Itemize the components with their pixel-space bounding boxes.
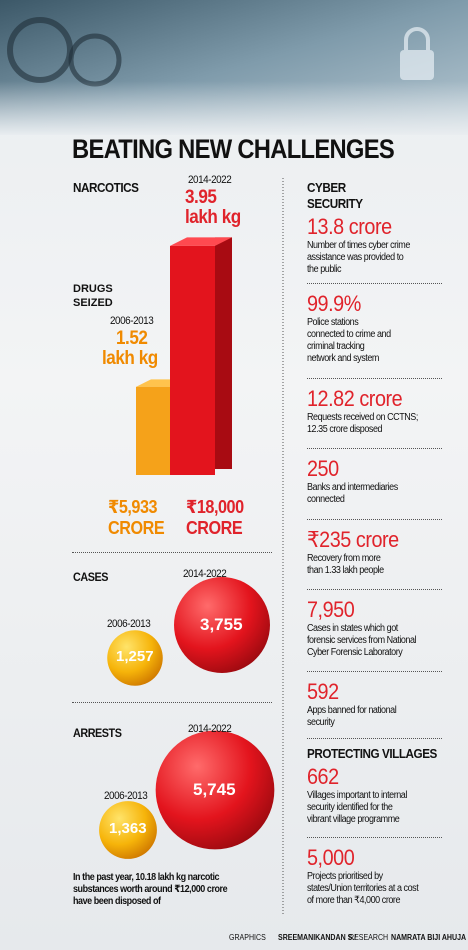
description: Requests received on CCTNS;	[307, 412, 418, 423]
description: Number of times cyber crime	[307, 240, 410, 251]
description: Banks and intermediaries	[307, 482, 398, 493]
period: 2014-2022	[188, 173, 232, 186]
bubble-label: 3,755	[200, 615, 243, 634]
figure: ₹235 crore	[307, 527, 399, 552]
separator	[72, 702, 272, 703]
bubble	[99, 801, 157, 859]
description: states/Union territories at a cost	[307, 883, 419, 894]
description: 12.35 crore disposed	[307, 424, 383, 435]
bubble	[174, 577, 270, 673]
figure: 5,000	[307, 845, 355, 870]
description: connected	[307, 494, 345, 505]
figure: 662	[307, 764, 339, 789]
credit: NAMRATA BIJI AHUJA	[391, 933, 467, 942]
description: security identified for the	[307, 802, 393, 813]
bar-top	[170, 237, 232, 246]
bubble-label: 5,745	[193, 780, 236, 799]
separator	[72, 552, 272, 553]
description: of more than ₹4,000 crore	[307, 895, 401, 906]
description: Police stations	[307, 317, 359, 328]
value-label: 3.95	[185, 186, 217, 208]
worth: ₹18,000	[186, 497, 244, 517]
bar	[136, 386, 170, 475]
description: connected to crime and	[307, 329, 391, 340]
credit: RESEARCH	[349, 933, 389, 942]
description: criminal tracking	[307, 341, 365, 352]
note: In the past year, 10.18 lakh kg narcotic	[73, 872, 220, 883]
section-heading: CASES	[73, 570, 108, 584]
bubble	[107, 630, 163, 686]
period: 2014-2022	[183, 568, 227, 580]
bubble-label: 1,363	[109, 820, 147, 837]
value-label: lakh kg	[185, 206, 241, 228]
description: Apps banned for national	[307, 705, 397, 716]
worth: CRORE	[108, 518, 165, 538]
figure: 7,950	[307, 597, 355, 622]
worth: CRORE	[186, 518, 243, 538]
description: Projects prioritised by	[307, 871, 383, 882]
section-heading: SECURITY	[307, 196, 363, 211]
separator	[307, 448, 442, 449]
description: forensic services from National	[307, 635, 417, 646]
credit: GRAPHICS	[229, 933, 266, 942]
description: the public	[307, 264, 342, 275]
figure: 250	[307, 456, 339, 481]
description: security	[307, 717, 335, 728]
period: 2014-2022	[188, 723, 232, 735]
bar	[170, 245, 215, 475]
description: Cyber Forensic Laboratory	[307, 647, 403, 658]
section-heading: PROTECTING VILLAGES	[307, 746, 437, 761]
separator	[307, 589, 442, 590]
description: Villages important to internal	[307, 790, 407, 801]
value-label: 1.52	[116, 327, 148, 349]
period: 2006-2013	[110, 314, 154, 327]
label: SEIZED	[73, 297, 113, 309]
section-heading: CYBER	[307, 180, 346, 195]
note: have been disposed of	[73, 896, 161, 907]
header-fade	[0, 0, 468, 135]
separator	[307, 671, 442, 672]
description: assistance was provided to	[307, 252, 404, 263]
period: 2006-2013	[104, 790, 148, 802]
worth: ₹5,933	[108, 497, 158, 517]
section-heading: ARRESTS	[73, 726, 122, 740]
bar-side	[215, 237, 232, 469]
section-heading: NARCOTICS	[73, 180, 139, 195]
credit: SREEMANIKANDAN S./	[278, 933, 357, 942]
value-label: lakh kg	[102, 347, 158, 369]
bubble-label: 1,257	[116, 648, 154, 665]
description: network and system	[307, 353, 379, 364]
description: Recovery from more	[307, 553, 381, 564]
separator	[307, 519, 442, 520]
figure: 99.9%	[307, 291, 361, 316]
separator	[307, 837, 442, 838]
bubble	[155, 730, 275, 850]
separator	[307, 738, 442, 739]
period: 2006-2013	[107, 618, 151, 630]
description: Cases in states which got	[307, 623, 398, 634]
description: than 1.33 lakh people	[307, 565, 384, 576]
description: vibrant village programme	[307, 814, 400, 825]
separator	[307, 378, 442, 379]
separator	[307, 283, 442, 284]
label: DRUGS	[73, 283, 113, 295]
figure: 592	[307, 679, 339, 704]
note: substances worth around ₹12,000 crore	[73, 884, 228, 895]
figure: 13.8 crore	[307, 214, 392, 239]
title: BEATING NEW CHALLENGES	[72, 134, 395, 164]
figure: 12.82 crore	[307, 386, 403, 411]
